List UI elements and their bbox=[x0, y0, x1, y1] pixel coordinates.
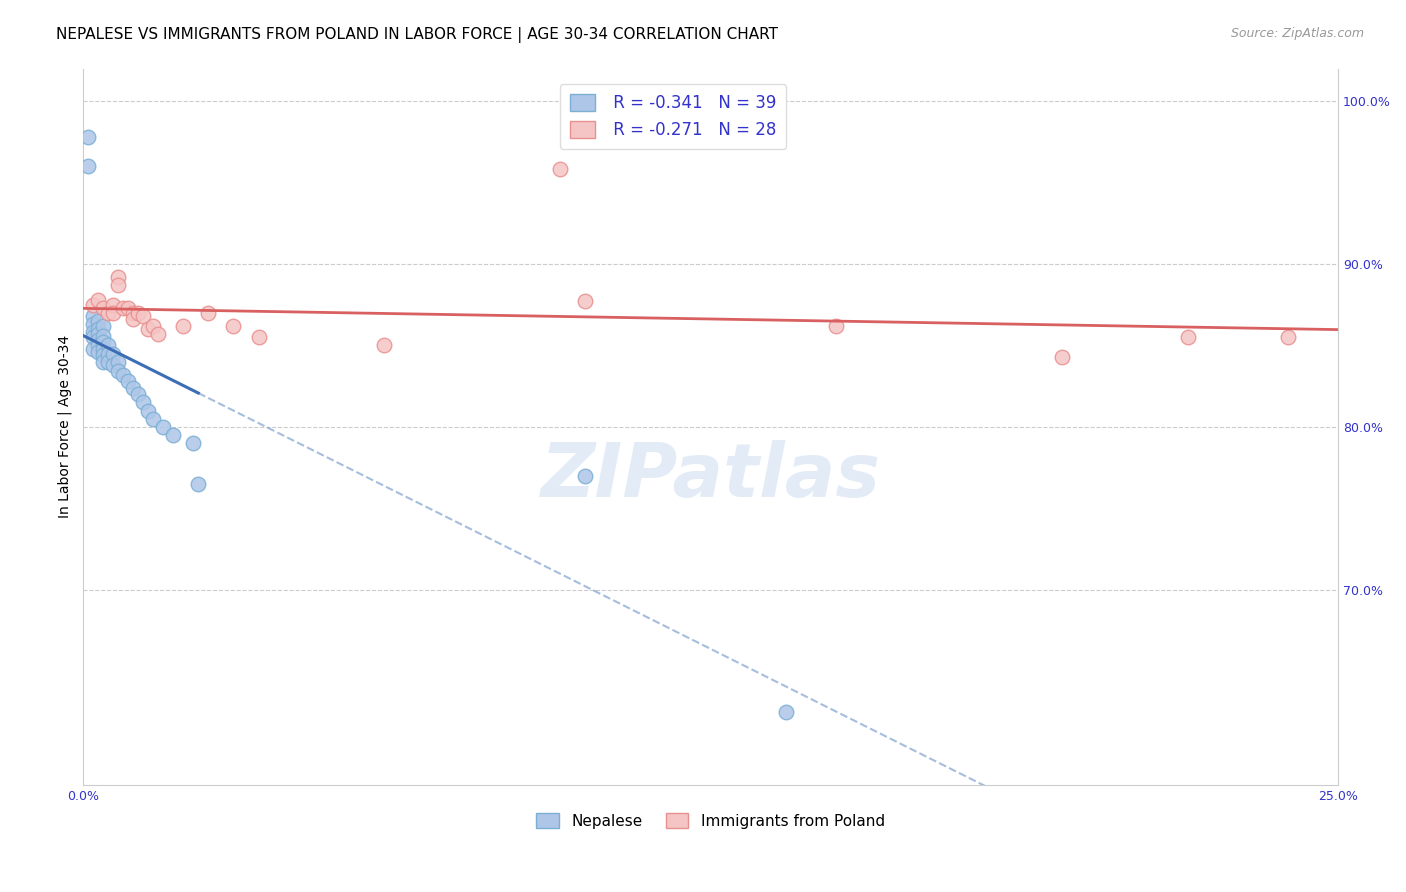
Point bbox=[197, 306, 219, 320]
Text: ZIPatlas: ZIPatlas bbox=[540, 441, 880, 514]
Point bbox=[127, 387, 149, 401]
Point bbox=[111, 301, 134, 315]
Point bbox=[247, 330, 270, 344]
Point bbox=[97, 346, 120, 360]
Point bbox=[91, 354, 114, 368]
Point bbox=[132, 395, 155, 409]
Point bbox=[97, 354, 120, 368]
Point bbox=[181, 436, 204, 450]
Point bbox=[574, 468, 596, 483]
Point bbox=[97, 306, 120, 320]
Point bbox=[1177, 330, 1199, 344]
Point bbox=[91, 301, 114, 315]
Point bbox=[187, 476, 209, 491]
Y-axis label: In Labor Force | Age 30-34: In Labor Force | Age 30-34 bbox=[58, 335, 72, 518]
Point bbox=[101, 298, 124, 312]
Point bbox=[87, 293, 110, 307]
Point bbox=[82, 317, 104, 331]
Point bbox=[122, 381, 145, 395]
Point bbox=[117, 301, 139, 315]
Point bbox=[87, 326, 110, 341]
Point bbox=[152, 419, 174, 434]
Point bbox=[87, 344, 110, 359]
Point bbox=[1050, 350, 1073, 364]
Point bbox=[87, 334, 110, 348]
Point bbox=[142, 411, 165, 425]
Point bbox=[91, 348, 114, 362]
Point bbox=[82, 326, 104, 340]
Point bbox=[107, 364, 129, 378]
Point bbox=[101, 358, 124, 372]
Point bbox=[91, 318, 114, 333]
Point bbox=[373, 338, 395, 352]
Point bbox=[101, 306, 124, 320]
Point bbox=[107, 278, 129, 293]
Point bbox=[87, 322, 110, 336]
Text: Source: ZipAtlas.com: Source: ZipAtlas.com bbox=[1230, 27, 1364, 40]
Point bbox=[122, 306, 145, 320]
Point bbox=[548, 162, 571, 177]
Point bbox=[82, 298, 104, 312]
Point bbox=[91, 342, 114, 356]
Point bbox=[825, 318, 848, 333]
Point bbox=[1277, 330, 1299, 344]
Point bbox=[117, 374, 139, 388]
Point bbox=[136, 322, 159, 336]
Point bbox=[87, 338, 110, 352]
Point bbox=[136, 403, 159, 417]
Point bbox=[775, 705, 797, 719]
Point bbox=[82, 309, 104, 323]
Point bbox=[76, 159, 98, 173]
Point bbox=[97, 338, 120, 352]
Point bbox=[87, 314, 110, 328]
Point bbox=[132, 309, 155, 323]
Point bbox=[107, 354, 129, 368]
Point bbox=[111, 368, 134, 382]
Point bbox=[127, 306, 149, 320]
Point bbox=[82, 330, 104, 344]
Point bbox=[107, 270, 129, 285]
Point bbox=[82, 342, 104, 356]
Legend: Nepalese, Immigrants from Poland: Nepalese, Immigrants from Poland bbox=[530, 806, 891, 835]
Point bbox=[142, 318, 165, 333]
Point bbox=[101, 346, 124, 360]
Point bbox=[574, 294, 596, 309]
Text: NEPALESE VS IMMIGRANTS FROM POLAND IN LABOR FORCE | AGE 30-34 CORRELATION CHART: NEPALESE VS IMMIGRANTS FROM POLAND IN LA… bbox=[56, 27, 779, 43]
Point bbox=[146, 326, 169, 341]
Point bbox=[172, 318, 194, 333]
Point bbox=[91, 335, 114, 350]
Point bbox=[162, 428, 184, 442]
Point bbox=[122, 312, 145, 326]
Point bbox=[222, 318, 245, 333]
Point bbox=[91, 328, 114, 343]
Point bbox=[76, 129, 98, 144]
